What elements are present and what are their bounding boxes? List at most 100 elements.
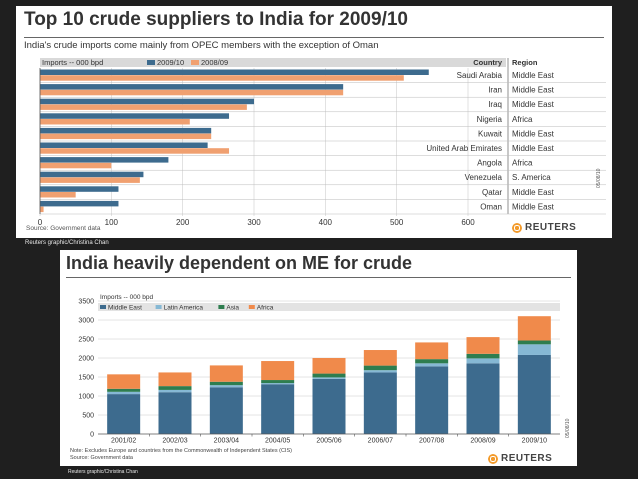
legend-label: Middle East [108, 305, 142, 312]
title-rule-2 [66, 277, 571, 278]
stacked-bar-segment [517, 340, 551, 345]
country-label: Nigeria [477, 115, 503, 124]
stacked-bar-segment [107, 391, 141, 395]
stacked-bar-segment [107, 374, 141, 389]
bottom-chart-panel: India heavily dependent on ME for crude … [60, 250, 577, 466]
stacked-bar-segment [415, 342, 449, 360]
x-axis-title: Imports -- 000 bpd [42, 58, 103, 67]
y-tick-label: 0 [90, 432, 94, 439]
top-chart-title: Top 10 crude suppliers to India for 2009… [24, 9, 408, 30]
stacked-bar-segment [261, 380, 295, 384]
stacked-bar-segment [209, 387, 243, 434]
y-tick-label: 2500 [78, 337, 94, 344]
bottom-chart-note: Note: Excludes Europe and countries from… [70, 448, 292, 454]
stacked-bar-segment [466, 358, 500, 364]
reuters-logo-icon-2 [488, 454, 498, 464]
bar-2009-10 [40, 171, 144, 178]
top-chart-source: Source: Government data [26, 225, 101, 232]
bottom-credit: Reuters graphic/Christina Chan [68, 469, 138, 475]
region-label: Africa [512, 115, 533, 124]
y-tick-label: 1000 [78, 394, 94, 401]
stacked-bar-segment [312, 377, 346, 379]
region-label: Middle East [512, 71, 555, 80]
top-chart-panel: Top 10 crude suppliers to India for 2009… [16, 6, 612, 238]
bar-2009-10 [40, 113, 230, 119]
legend-band [98, 303, 560, 311]
bar-2008-09 [40, 104, 247, 110]
stacked-bar-segment [261, 383, 295, 385]
stacked-bar-segment [312, 378, 346, 434]
reuters-logo-icon [512, 223, 522, 233]
y-tick-label: 500 [82, 413, 94, 420]
region-label: Middle East [512, 144, 555, 153]
bar-2009-10 [40, 69, 429, 75]
bar-2008-09 [40, 75, 404, 81]
top-credit: Reuters graphic/Christina Chan [25, 240, 109, 246]
bar-2009-10 [40, 142, 208, 148]
bar-2009-10 [40, 98, 254, 105]
region-label: Middle East [512, 188, 555, 197]
country-label: Angola [477, 159, 502, 168]
bar-2008-09 [40, 192, 76, 198]
x-tick-label: 100 [105, 218, 119, 227]
legend-swatch [248, 305, 255, 309]
region-label: Middle East [512, 202, 555, 211]
x-tick-label: 300 [247, 218, 261, 227]
region-label: Africa [512, 159, 533, 168]
x-tick-label: 500 [390, 218, 404, 227]
stacked-bar-segment [261, 384, 295, 434]
country-label: Saudi Arabia [457, 71, 503, 80]
x-tick-label: 2004/05 [265, 438, 290, 445]
bottom-chart-svg: Imports -- 000 bpd Middle East Latin Ameri… [78, 294, 560, 445]
top-chart-subtitle: India's crude imports come mainly from O… [24, 40, 379, 51]
bar-2008-09 [40, 177, 140, 183]
stacked-bar-segment [466, 363, 500, 434]
bar-2009-10 [40, 200, 119, 207]
country-label: United Arab Emirates [426, 144, 502, 153]
region-label: Middle East [512, 129, 555, 138]
stacked-bar-segment [158, 392, 192, 434]
y-tick-label: 3500 [78, 299, 94, 306]
bar-2009-10 [40, 84, 344, 90]
y-tick-label: 1500 [78, 375, 94, 382]
stacked-bar-segment [158, 372, 192, 387]
stacked-bar-segment [517, 316, 551, 341]
y-tick-label: 2000 [78, 356, 94, 363]
stacked-bar-segment [209, 381, 243, 386]
x-tick-label: 2009/10 [522, 438, 547, 445]
column-header-region: Region [512, 58, 538, 67]
legend-label: Latin America [164, 305, 204, 312]
country-label: Iraq [488, 100, 502, 109]
legend-swatch [218, 305, 225, 309]
bar-2009-10 [40, 186, 119, 192]
column-header-country: Country [473, 58, 503, 67]
legend-band [40, 58, 506, 67]
legend-label: Asia [226, 305, 239, 312]
stacked-bar-segment [312, 373, 346, 378]
bar-2008-09 [40, 206, 44, 213]
stacked-bar-segment [517, 354, 551, 434]
legend-label: 2009/10 [157, 58, 184, 67]
bar-2008-09 [40, 119, 190, 125]
x-tick-label: 2007/08 [419, 438, 444, 445]
country-label: Oman [480, 202, 502, 211]
x-tick-label: 400 [319, 218, 333, 227]
stacked-bar-segment [209, 385, 243, 388]
side-code: 05/08/10 [596, 168, 602, 188]
stacked-bar-segment [107, 394, 141, 434]
bar-2009-10 [40, 127, 212, 134]
x-tick-label: 2005/06 [316, 438, 341, 445]
country-label: Kuwait [478, 129, 503, 138]
x-tick-label: 200 [176, 218, 190, 227]
y-axis-title: Imports -- 000 bpd [100, 294, 153, 301]
stacked-bar-segment [415, 363, 449, 367]
legend-swatch [155, 305, 162, 309]
bar-2008-09 [40, 148, 230, 154]
bar-2008-09 [40, 162, 112, 169]
legend-swatch [147, 60, 155, 65]
stacked-bar-segment [466, 337, 500, 354]
side-code-2: 05/08/10 [565, 418, 571, 438]
stacked-bar-segment [312, 358, 346, 374]
stacked-bar-segment [158, 386, 192, 390]
stacked-bar-segment [363, 365, 397, 371]
